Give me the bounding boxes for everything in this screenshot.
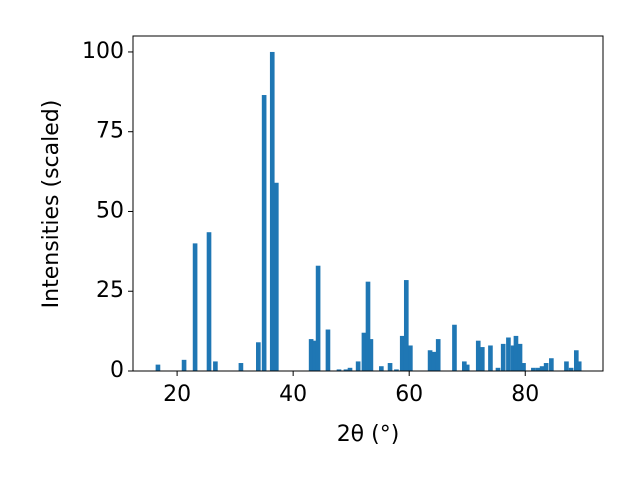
bar xyxy=(379,366,384,371)
bar xyxy=(355,361,361,371)
bar xyxy=(531,367,536,371)
bar xyxy=(312,340,318,371)
bar xyxy=(403,280,409,371)
bar xyxy=(343,369,349,371)
bar xyxy=(347,367,353,371)
bar xyxy=(500,343,506,371)
bar xyxy=(510,345,516,371)
bar xyxy=(238,363,244,371)
bar xyxy=(576,361,582,371)
bar xyxy=(308,339,314,371)
bar xyxy=(564,361,569,371)
y-tick-label: 50 xyxy=(96,198,124,223)
bar xyxy=(315,265,321,371)
bar xyxy=(394,369,399,371)
bar xyxy=(325,329,331,371)
bar xyxy=(261,95,267,372)
bar xyxy=(549,358,554,371)
bar xyxy=(573,350,579,371)
bar xyxy=(539,366,545,371)
bar xyxy=(368,339,374,371)
y-tick-label: 100 xyxy=(82,39,124,64)
bar xyxy=(408,345,413,371)
bar xyxy=(269,51,275,371)
bar xyxy=(495,367,501,371)
bar xyxy=(479,347,485,371)
bar xyxy=(543,363,549,371)
plot-frame xyxy=(132,35,604,372)
bar xyxy=(568,367,574,371)
bar xyxy=(435,339,441,371)
bar xyxy=(213,361,218,371)
bar xyxy=(513,335,519,371)
bar xyxy=(192,243,198,371)
x-tick-label: 20 xyxy=(163,382,191,407)
bar xyxy=(475,340,481,371)
y-tick-label: 0 xyxy=(110,358,124,383)
y-tick-label: 75 xyxy=(96,119,124,144)
bar xyxy=(521,363,526,371)
bar xyxy=(399,335,405,371)
bar xyxy=(488,345,493,371)
x-tick-label: 60 xyxy=(395,382,423,407)
y-axis-label: Intensities (scaled) xyxy=(39,100,64,309)
bar xyxy=(462,361,467,371)
bar xyxy=(464,364,470,371)
bar xyxy=(361,332,367,371)
bar xyxy=(336,369,342,371)
y-tick-label: 25 xyxy=(96,278,124,303)
bar xyxy=(517,343,523,371)
bar xyxy=(256,342,261,371)
bar xyxy=(274,182,279,371)
x-tick-label: 40 xyxy=(279,382,307,407)
x-tick-label: 80 xyxy=(511,382,539,407)
bar xyxy=(206,232,212,371)
bar xyxy=(427,350,433,371)
bar xyxy=(506,337,511,371)
bar xyxy=(431,351,437,371)
bar xyxy=(452,324,457,371)
bar xyxy=(365,281,371,371)
bar xyxy=(181,359,187,371)
bar xyxy=(387,363,393,371)
x-axis-label: 2θ (°) xyxy=(337,422,400,447)
bar xyxy=(155,364,161,371)
bar xyxy=(535,367,541,371)
